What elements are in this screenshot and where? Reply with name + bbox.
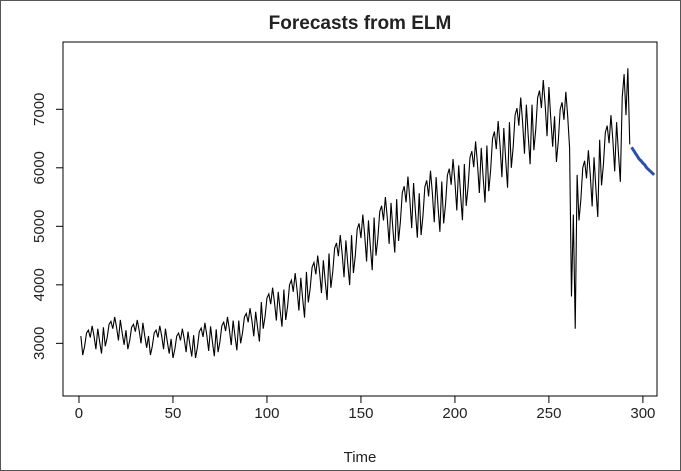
series-line xyxy=(630,146,656,176)
x-tick-label: 100 xyxy=(254,405,279,422)
x-tick-label: 300 xyxy=(630,405,655,422)
x-tick-label: 0 xyxy=(75,405,83,422)
x-tick-label: 50 xyxy=(165,405,182,422)
x-tick-label: 200 xyxy=(442,405,467,422)
series-line xyxy=(80,68,631,359)
x-tick-label: 150 xyxy=(348,405,373,422)
plot-frame xyxy=(62,41,658,397)
y-tick-label: 4000 xyxy=(31,268,48,301)
y-tick-label: 5000 xyxy=(31,210,48,243)
chart-title: Forecasts from ELM xyxy=(269,13,452,34)
y-tick-label: 7000 xyxy=(31,93,48,126)
y-tick-label: 3000 xyxy=(31,327,48,360)
y-tick-label: 6000 xyxy=(31,151,48,184)
x-axis-label: Time xyxy=(344,449,377,466)
x-tick-label: 250 xyxy=(536,405,561,422)
